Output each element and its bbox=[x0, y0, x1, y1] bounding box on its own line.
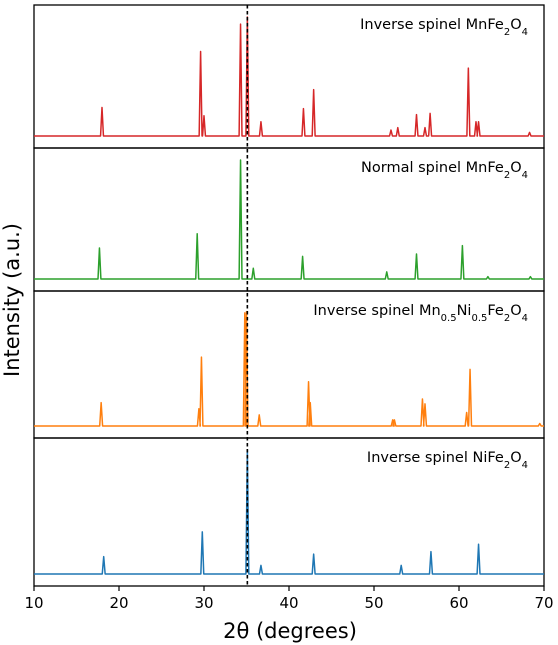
panel-label: Inverse spinel NiFe2O4 bbox=[367, 450, 528, 471]
diffraction-pattern-line bbox=[34, 16, 544, 137]
diffraction-pattern-line bbox=[34, 310, 544, 427]
panel-4: Inverse spinel NiFe2O4 bbox=[33, 437, 545, 587]
diffraction-pattern-line bbox=[34, 159, 544, 280]
x-axis: 10 20 30 40 50 60 70 bbox=[24, 586, 554, 612]
panel-2: Normal spinel MnFe2O4 bbox=[33, 147, 545, 292]
x-tick-label: 60 bbox=[449, 594, 468, 612]
x-axis-label: 2θ (degrees) bbox=[223, 619, 357, 643]
y-axis-label: Intensity (a.u.) bbox=[0, 223, 24, 377]
x-tick-label: 10 bbox=[24, 594, 43, 612]
x-tick-label: 40 bbox=[279, 594, 298, 612]
panel-label: Inverse spinel Mn0.5Ni0.5Fe2O4 bbox=[313, 303, 528, 324]
x-tick-label: 70 bbox=[534, 594, 553, 612]
panel-1: Inverse spinel MnFe2O4 bbox=[33, 4, 545, 149]
x-tick-label: 50 bbox=[364, 594, 383, 612]
panel-3: Inverse spinel Mn0.5Ni0.5Fe2O4 bbox=[33, 290, 545, 439]
panel-label: Normal spinel MnFe2O4 bbox=[361, 160, 528, 181]
x-tick-label: 30 bbox=[194, 594, 213, 612]
x-tick-label: 20 bbox=[109, 594, 128, 612]
diffraction-pattern-line bbox=[34, 449, 544, 575]
panel-label: Inverse spinel MnFe2O4 bbox=[360, 17, 528, 38]
panels-group: Inverse spinel MnFe2O4 Normal spinel MnFe… bbox=[33, 4, 545, 587]
